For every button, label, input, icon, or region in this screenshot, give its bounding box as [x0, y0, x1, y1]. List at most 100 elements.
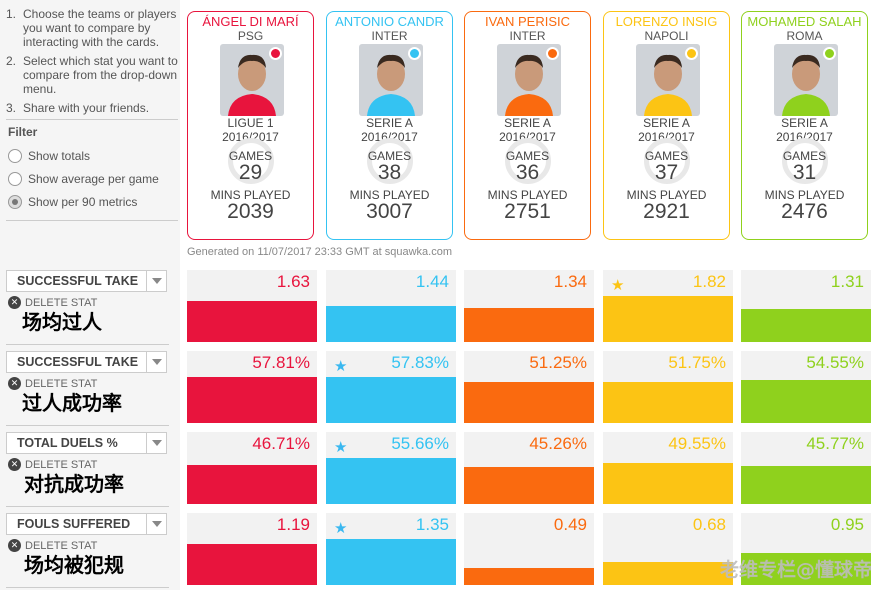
- mins-label: MINS PLAYED: [764, 188, 845, 202]
- player-club: INTER: [509, 29, 546, 43]
- stat-select[interactable]: SUCCESSFUL TAKE: [6, 270, 167, 292]
- games-label: GAMES: [367, 149, 412, 163]
- stat-value: 1.44: [415, 272, 449, 291]
- stat-controls: FOULS SUFFERED ✕ DELETE STAT 场均被犯规: [6, 513, 169, 585]
- close-icon[interactable]: ✕: [8, 539, 21, 552]
- stat-cell: 54.55%: [741, 351, 871, 423]
- player-club: NAPOLI: [644, 29, 689, 43]
- instruction-text: Select which stat you want to compare fr…: [23, 54, 178, 96]
- stat-value: 51.25%: [529, 353, 587, 372]
- player-league: LIGUE 1: [227, 116, 274, 130]
- delete-stat-button[interactable]: ✕ DELETE STAT: [8, 296, 97, 309]
- player-photo: [497, 44, 561, 116]
- player-season: 2016/2017: [499, 130, 556, 144]
- stat-caption: 场均被犯规: [24, 553, 124, 577]
- stat-bar: [326, 377, 456, 423]
- chevron-down-icon[interactable]: [146, 514, 166, 534]
- divider: [6, 119, 178, 120]
- stat-value: 45.26%: [529, 434, 587, 453]
- mins-label: MINS PLAYED: [349, 188, 430, 202]
- stat-bar: [464, 382, 594, 423]
- star-icon: ★: [334, 520, 348, 537]
- stat-select[interactable]: FOULS SUFFERED: [6, 513, 167, 535]
- stat-cell: 1.63: [187, 270, 317, 342]
- stat-bar: [326, 306, 456, 342]
- stat-cell: ★ 1.82: [603, 270, 733, 342]
- delete-stat-button[interactable]: ✕ DELETE STAT: [8, 458, 97, 471]
- player-league: SERIE A: [643, 116, 690, 130]
- stat-value: 51.75%: [668, 353, 726, 372]
- stat-controls: SUCCESSFUL TAKE ✕ DELETE STAT 场均过人: [6, 270, 169, 342]
- stat-value: 1.34: [553, 272, 587, 291]
- player-name: LORENZO INSIG: [615, 14, 718, 29]
- close-icon[interactable]: ✕: [8, 296, 21, 309]
- stat-bar: [741, 380, 871, 423]
- games-value: 36: [515, 161, 540, 184]
- stat-select[interactable]: TOTAL DUELS %: [6, 432, 167, 454]
- games-label: GAMES: [644, 149, 689, 163]
- stat-value: 0.95: [830, 515, 864, 534]
- player-card[interactable]: IVAN PERISIC INTER SERIE A 2016/2017 GAM…: [464, 11, 591, 240]
- stat-bar: [187, 465, 317, 504]
- player-photo: [359, 44, 423, 116]
- stat-value: 0.49: [553, 515, 587, 534]
- radio-button[interactable]: [8, 195, 22, 209]
- delete-stat-button[interactable]: ✕ DELETE STAT: [8, 377, 97, 390]
- games-ring: [367, 138, 413, 184]
- stat-cell: 1.34: [464, 270, 594, 342]
- chevron-down-icon[interactable]: [146, 352, 166, 372]
- star-icon: ★: [334, 439, 348, 456]
- stat-bar: [603, 382, 733, 423]
- player-card[interactable]: ÁNGEL DI MARÍ PSG LIGUE 1 2016/2017 GAME…: [187, 11, 314, 240]
- stat-value: 57.83%: [391, 353, 449, 372]
- stat-bar: [741, 309, 871, 342]
- player-name: IVAN PERISIC: [484, 14, 570, 29]
- stat-controls: TOTAL DUELS % ✕ DELETE STAT 对抗成功率: [6, 432, 169, 504]
- badge-icon: [546, 47, 559, 60]
- stat-select[interactable]: SUCCESSFUL TAKE: [6, 351, 167, 373]
- stat-value: 45.77%: [806, 434, 864, 453]
- close-icon[interactable]: ✕: [8, 458, 21, 471]
- divider: [6, 425, 169, 426]
- chevron-down-icon[interactable]: [146, 271, 166, 291]
- badge-icon: [269, 47, 282, 60]
- games-ring: [782, 138, 828, 184]
- player-name: ÁNGEL DI MARÍ: [202, 14, 299, 29]
- chevron-down-icon[interactable]: [146, 433, 166, 453]
- stat-cell: 46.71%: [187, 432, 317, 504]
- star-icon: ★: [334, 358, 348, 375]
- player-card[interactable]: MOHAMED SALAH ROMA SERIE A 2016/2017 GAM…: [741, 11, 868, 240]
- radio-show-per90[interactable]: Show per 90 metrics: [8, 195, 137, 209]
- instruction-text: Share with your friends.: [23, 101, 150, 115]
- radio-show-totals[interactable]: Show totals: [8, 149, 90, 163]
- games-value: 37: [654, 161, 679, 184]
- stat-bar: [603, 463, 733, 504]
- stat-bar: [741, 466, 871, 504]
- player-card[interactable]: LORENZO INSIG NAPOLI SERIE A 2016/2017 G…: [603, 11, 730, 240]
- stat-cell: 51.75%: [603, 351, 733, 423]
- games-label: GAMES: [782, 149, 827, 163]
- stat-value: 49.55%: [668, 434, 726, 453]
- radio-button[interactable]: [8, 149, 22, 163]
- player-card[interactable]: ANTONIO CANDR INTER SERIE A 2016/2017 GA…: [326, 11, 453, 240]
- player-league: SERIE A: [781, 116, 828, 130]
- radio-button[interactable]: [8, 172, 22, 186]
- stat-cell: ★ 55.66%: [326, 432, 456, 504]
- delete-stat-button[interactable]: ✕ DELETE STAT: [8, 539, 97, 552]
- mins-label: MINS PLAYED: [210, 188, 291, 202]
- close-icon[interactable]: ✕: [8, 377, 21, 390]
- stat-value: 46.71%: [252, 434, 310, 453]
- games-ring: [228, 138, 274, 184]
- watermark: 老维专栏@懂球帝: [719, 559, 872, 581]
- stat-bar: [187, 544, 317, 585]
- stat-value: 0.68: [692, 515, 726, 534]
- radio-show-average[interactable]: Show average per game: [8, 172, 159, 186]
- games-label: GAMES: [228, 149, 273, 163]
- mins-value: 2039: [227, 200, 274, 223]
- instruction-item: 2. Select which stat you want to compare …: [6, 54, 178, 96]
- stat-value: 54.55%: [806, 353, 864, 372]
- stat-cell: ★ 1.35: [326, 513, 456, 585]
- stat-caption: 过人成功率: [22, 391, 122, 415]
- stat-cell: 1.31: [741, 270, 871, 342]
- mins-value: 2476: [781, 200, 828, 223]
